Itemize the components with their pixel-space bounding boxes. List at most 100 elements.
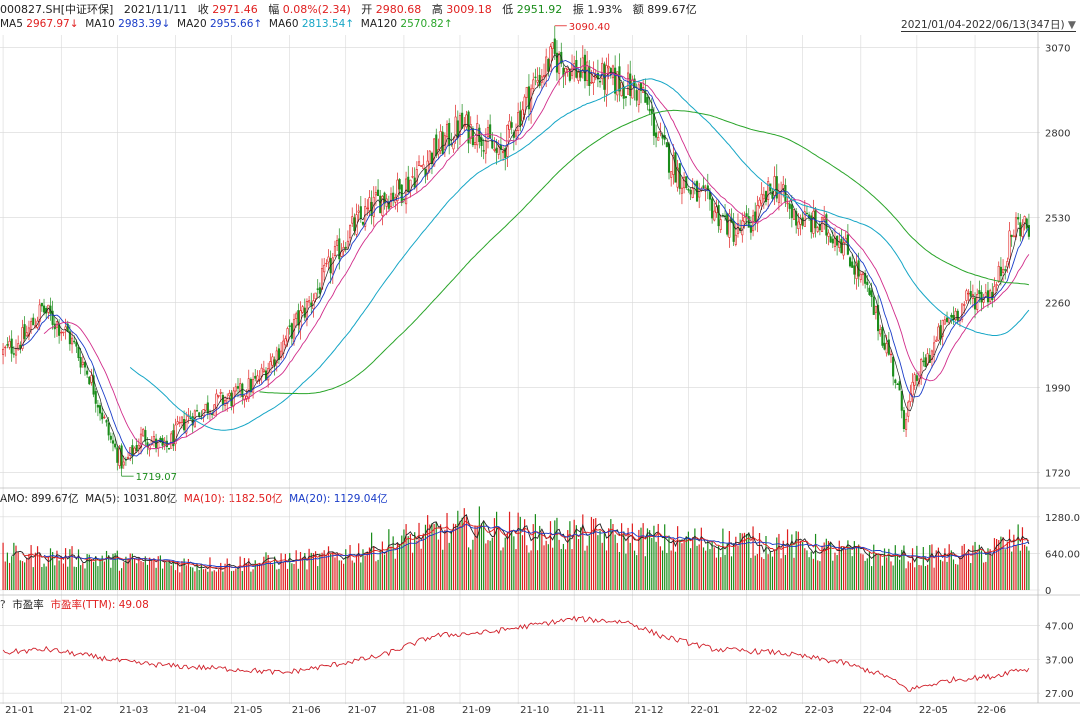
candle-body [170,433,173,449]
candle-body [346,240,349,249]
candle-body [60,331,63,334]
candle-body [564,67,567,73]
candle-body [331,257,334,275]
candle-body [713,210,716,221]
candle-body [812,210,815,234]
candle-body [461,112,464,129]
candle-body [275,350,278,364]
axis-labels: 21-01 21-02 21-03 21-04 21-05 21-06 21-07 21-08… [5,44,1080,716]
candle-body [547,59,550,72]
candle-body [1017,217,1020,220]
candle-body [915,375,918,381]
amo-label: AMO: [0,493,28,505]
candle-body [726,213,729,235]
candle-body [853,265,856,275]
candle-body [792,209,796,220]
candle-body [689,189,692,195]
pe-tick-label: 47.00 [1045,622,1074,633]
candle-body [204,403,207,411]
candle-body [549,46,552,72]
candle-body [771,191,774,199]
candle-body [581,57,584,73]
candle-body [180,416,184,423]
candle-body [344,246,347,249]
candle-body [38,304,41,322]
candle-body [874,305,877,313]
candle-body [885,343,888,354]
candle-body [1012,235,1015,238]
candle-body [6,344,9,346]
candle-body [73,340,76,343]
candle-body [532,79,535,89]
candle-body [152,436,155,442]
candle-body [941,319,944,337]
candle-body [142,428,145,437]
candle-body [252,379,255,393]
candle-body [379,195,382,214]
grid-lines [0,30,1080,704]
candle-body [90,375,93,383]
candle-body [562,67,565,77]
candle-body [905,419,908,430]
vol-ma10-value: 1182.50亿 [228,493,283,505]
high-annotation: 3090.40 [569,22,610,33]
candle-body [51,310,54,325]
candle-body [614,67,617,94]
candle-body [361,221,365,225]
candle-body [833,237,837,247]
candle-body [965,290,968,301]
date-range-selector[interactable]: 2021/01/04-2022/06/13(347日) ▼ [901,19,1076,32]
candle-body [504,148,507,159]
candle-body [96,404,99,408]
candle-body [219,391,222,394]
candle-body [435,134,438,156]
dropdown-triangle-icon[interactable]: ▼ [1067,19,1076,31]
amp-label: 振 [572,3,584,16]
pe-panel[interactable] [2,615,1030,692]
candle-body [271,356,274,366]
candle-body [655,132,658,138]
candle-body [887,339,890,355]
candle-body [986,290,990,303]
candle-body [116,447,119,463]
candle-body [583,54,587,82]
volume-panel[interactable] [2,506,1030,590]
price-panel[interactable]: 3090.40 1719.07 [2,22,1030,483]
candle-body [165,440,168,447]
candle-body [920,358,923,379]
candle-body [77,346,80,359]
candle-body [848,257,852,267]
candle-body [402,198,405,200]
candle-body [704,187,707,190]
candle-body [476,123,479,146]
candle-body [308,300,311,303]
price-tick-label: 2530 [1045,214,1070,225]
candle-body [1010,234,1013,237]
candle-body [989,290,992,302]
candle-body [637,84,640,105]
candle-body [88,376,91,385]
candle-body [741,220,744,236]
candle-body [956,310,959,321]
candle-body [896,383,899,385]
candle-body [775,176,778,199]
ma20-line [43,65,1030,450]
candle-body [527,86,530,110]
candle-body [349,225,352,239]
candle-body [290,323,293,339]
candle-body [859,273,862,280]
candle-body [284,338,287,346]
candle-body [801,217,804,226]
candle-body [221,394,224,406]
candle-body [17,343,20,350]
candle-body [922,360,925,363]
x-tick-label: 21-05 [234,705,263,716]
candle-body [366,207,369,210]
candle-body [411,176,414,178]
candle-body [314,292,317,300]
candle-body [698,189,701,198]
candle-body [310,302,313,306]
candle-body [185,419,188,434]
candle-body [928,354,931,363]
